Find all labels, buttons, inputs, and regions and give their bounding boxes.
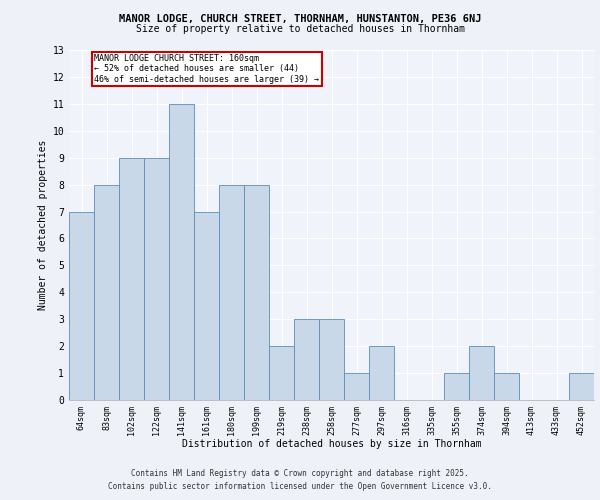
Bar <box>569 373 594 400</box>
Bar <box>69 212 94 400</box>
Text: MANOR LODGE CHURCH STREET: 160sqm
← 52% of detached houses are smaller (44)
46% : MANOR LODGE CHURCH STREET: 160sqm ← 52% … <box>94 54 319 84</box>
Bar <box>369 346 394 400</box>
Bar <box>444 373 469 400</box>
Text: Size of property relative to detached houses in Thornham: Size of property relative to detached ho… <box>136 24 464 34</box>
Bar <box>144 158 169 400</box>
Text: MANOR LODGE, CHURCH STREET, THORNHAM, HUNSTANTON, PE36 6NJ: MANOR LODGE, CHURCH STREET, THORNHAM, HU… <box>119 14 481 24</box>
Bar <box>344 373 369 400</box>
Y-axis label: Number of detached properties: Number of detached properties <box>38 140 48 310</box>
Text: Contains HM Land Registry data © Crown copyright and database right 2025.
Contai: Contains HM Land Registry data © Crown c… <box>108 470 492 491</box>
Bar <box>194 212 219 400</box>
Bar <box>269 346 294 400</box>
Bar <box>244 184 269 400</box>
Bar <box>94 184 119 400</box>
Bar <box>219 184 244 400</box>
Bar <box>319 319 344 400</box>
X-axis label: Distribution of detached houses by size in Thornham: Distribution of detached houses by size … <box>182 439 481 449</box>
Bar <box>119 158 144 400</box>
Bar <box>469 346 494 400</box>
Bar <box>494 373 519 400</box>
Bar <box>169 104 194 400</box>
Bar <box>294 319 319 400</box>
